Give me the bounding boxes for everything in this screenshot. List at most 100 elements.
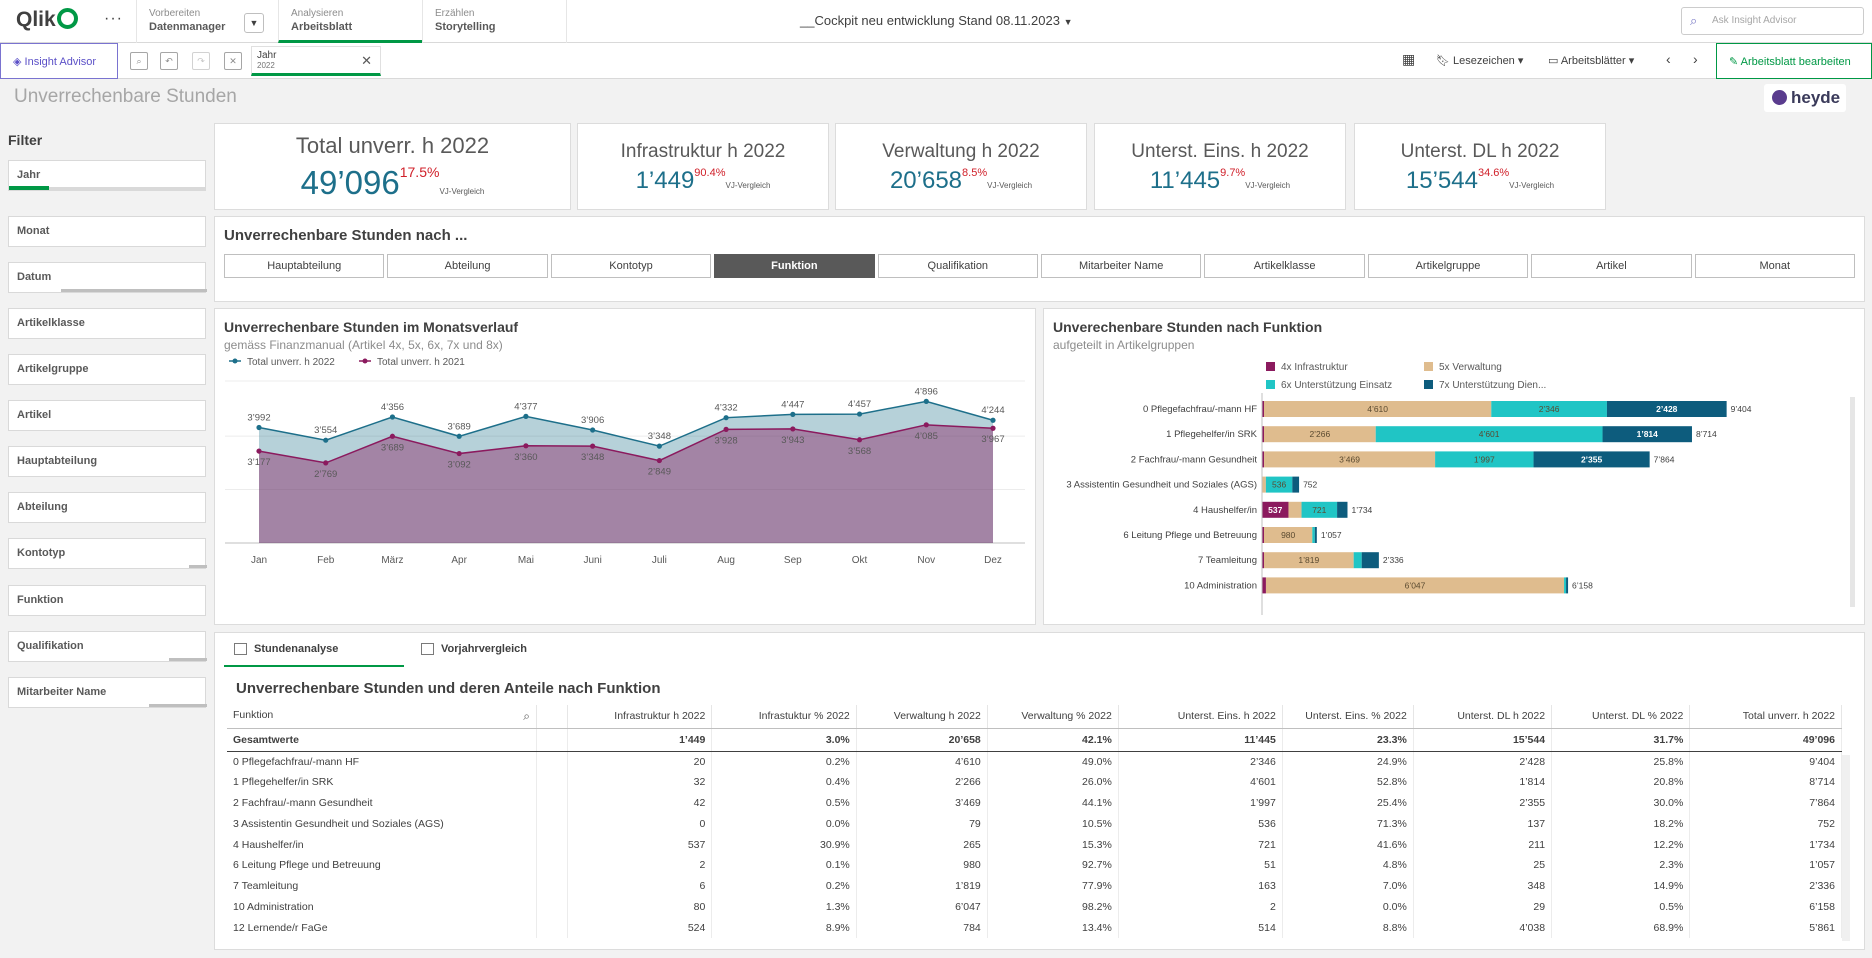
qlik-logo[interactable]: Qlik — [16, 8, 78, 32]
data-point[interactable] — [790, 411, 796, 417]
data-point[interactable] — [523, 413, 529, 419]
filter-artikel[interactable]: Artikel — [8, 400, 206, 431]
column-header[interactable]: Total unverr. h 2022 — [1689, 705, 1842, 729]
smart-search-icon[interactable]: ⌕ — [130, 52, 148, 70]
data-point[interactable] — [323, 437, 329, 443]
table-row[interactable]: 6 Leitung Pflege und Betreuung 2 0.1% 980 92… — [227, 854, 1842, 876]
column-header[interactable]: Verwaltung % 2022 — [987, 705, 1119, 729]
data-point[interactable] — [990, 425, 996, 431]
dimension-button-abteilung[interactable]: Abteilung — [387, 254, 548, 278]
data-point[interactable] — [723, 415, 729, 421]
chart-scrollbar[interactable] — [1850, 397, 1855, 607]
data-point[interactable] — [923, 422, 929, 428]
bar-segment[interactable] — [1264, 426, 1376, 443]
column-header[interactable] — [536, 705, 568, 729]
dimension-button-artikelgruppe[interactable]: Artikelgruppe — [1367, 254, 1529, 278]
data-point[interactable] — [389, 433, 396, 439]
monthly-area-chart[interactable]: 3’992 3’554 4’356 3’689 4’377 3’906 3’348 4’332… — [215, 353, 1035, 623]
legend-label[interactable]: 4x Infrastruktur — [1281, 362, 1348, 373]
filter-monat[interactable]: Monat — [8, 216, 206, 247]
close-icon[interactable]: ✕ — [361, 53, 372, 68]
filter-kontotyp[interactable]: Kontotyp — [8, 538, 207, 569]
bar-segment[interactable] — [1602, 426, 1692, 443]
bar-segment[interactable] — [1353, 552, 1362, 569]
data-point[interactable] — [256, 448, 262, 454]
app-title[interactable]: __Cockpit neu entwicklung Stand 08.11.20… — [800, 13, 1073, 28]
kpi-infrastruktur[interactable]: Infrastruktur h 2022 1’44990.4% VJ-Vergle… — [577, 123, 829, 210]
dimension-button-funktion[interactable]: Funktion — [714, 254, 875, 278]
bar-segment[interactable] — [1292, 476, 1300, 493]
data-point[interactable] — [856, 437, 863, 443]
funktion-stacked-bar-chart[interactable]: 4x Infrastruktur 5x Verwaltung 6x Unterstü… — [1044, 353, 1864, 623]
nav-analyze[interactable]: Analysieren Arbeitsblatt — [278, 0, 422, 43]
bar-segment[interactable] — [1262, 451, 1265, 468]
bar-segment[interactable] — [1314, 527, 1317, 543]
bar-segment[interactable] — [1375, 426, 1603, 443]
filter-mitarbeiter-name[interactable]: Mitarbeiter Name — [8, 677, 207, 708]
filter-abteilung[interactable]: Abteilung — [8, 492, 206, 523]
table-row[interactable]: 4 Haushelfer/in 537 30.9% 265 15.3% 721 41.6% 2… — [227, 834, 1842, 855]
data-point[interactable] — [456, 433, 462, 439]
dimension-button-artikel[interactable]: Artikel — [1531, 254, 1692, 278]
bar-segment[interactable] — [1262, 401, 1264, 417]
edit-sheet-button[interactable]: ✎ Arbeitsblatt bearbeiten — [1716, 43, 1872, 79]
bar-segment[interactable] — [1564, 577, 1567, 594]
bar-segment[interactable] — [1288, 501, 1302, 518]
more-menu-button[interactable]: ··· — [104, 10, 123, 27]
legend-label[interactable]: Total unverr. h 2021 — [377, 357, 465, 368]
table-row[interactable]: 10 Administration 80 1.3% 6’047 98.2% 2 0.0% 29… — [227, 896, 1842, 918]
bar-segment[interactable] — [1262, 552, 1264, 569]
grid-icon[interactable]: ▦ — [1402, 51, 1416, 67]
dimension-button-qualifikation[interactable]: Qualifikation — [877, 254, 1038, 278]
ask-insight-advisor-input[interactable]: ⌕ Ask Insight Advisor — [1681, 7, 1864, 35]
bar-segment[interactable] — [1301, 501, 1338, 518]
bar-segment[interactable] — [1491, 401, 1607, 417]
kpi-unterst-eins[interactable]: Unterst. Eins. h 2022 11’4459.7% VJ-Vergl… — [1094, 123, 1346, 210]
bar-segment[interactable] — [1265, 476, 1293, 493]
nav-prepare[interactable]: Vorbereiten Datenmanager ▼ — [136, 0, 278, 43]
dimension-button-artikelklasse[interactable]: Artikelklasse — [1204, 254, 1365, 278]
filter-funktion[interactable]: Funktion — [8, 585, 206, 616]
filter-hauptabteilung[interactable]: Hauptabteilung — [8, 446, 206, 477]
column-header[interactable]: Verwaltung h 2022 — [856, 705, 988, 729]
data-point[interactable] — [790, 426, 796, 432]
insight-advisor-button[interactable]: ◈ Insight Advisor — [0, 43, 118, 79]
data-point[interactable] — [856, 411, 863, 417]
column-header[interactable]: Unterst. DL % 2022 — [1551, 705, 1691, 729]
data-point[interactable] — [456, 450, 462, 457]
step-forward-icon[interactable]: ↷ — [192, 52, 210, 70]
dimension-button-monat[interactable]: Monat — [1694, 254, 1855, 278]
bar-segment[interactable] — [1264, 552, 1354, 569]
bar-segment[interactable] — [1312, 527, 1315, 543]
bar-segment[interactable] — [1361, 552, 1379, 569]
data-point[interactable] — [590, 443, 596, 449]
column-header[interactable]: Infrastuktur % 2022 — [711, 705, 857, 729]
column-header[interactable]: Unterst. Eins. % 2022 — [1282, 705, 1414, 729]
data-point[interactable] — [523, 443, 529, 449]
sheets-button[interactable]: ▭ Arbeitsblätter ▾ — [1548, 55, 1635, 67]
chevron-down-icon[interactable]: ▼ — [244, 13, 264, 33]
data-point[interactable] — [590, 427, 596, 433]
filter-qualifikation[interactable]: Qualifikation — [8, 631, 207, 662]
bar-segment[interactable] — [1262, 501, 1289, 518]
table-row[interactable]: 12 Lernende/r FaGe 524 8.9% 784 13.4% 514 8.8%… — [227, 917, 1842, 939]
data-point[interactable] — [723, 426, 729, 432]
column-header[interactable]: Funktion ⌕ — [227, 705, 537, 729]
filter-datum[interactable]: Datum — [8, 262, 207, 293]
next-sheet-icon[interactable]: › — [1693, 51, 1698, 67]
kpi-verwaltung[interactable]: Verwaltung h 2022 20’6588.5% VJ-Vergleich — [835, 123, 1087, 210]
bar-segment[interactable] — [1533, 451, 1650, 468]
filter-jahr[interactable]: Jahr — [8, 160, 206, 191]
legend-label[interactable]: 6x Unterstützung Einsatz — [1281, 380, 1392, 391]
bar-segment[interactable] — [1262, 426, 1264, 443]
step-back-icon[interactable]: ↶ — [160, 52, 178, 70]
table-row[interactable]: 3 Assistentin Gesundheit und Soziales (A… — [227, 813, 1842, 835]
bar-segment[interactable] — [1264, 401, 1492, 417]
table-row[interactable]: 7 Teamleitung 6 0.2% 1’819 77.9% 163 7.0% 348 14… — [227, 875, 1842, 897]
bar-segment[interactable] — [1337, 501, 1348, 518]
data-point[interactable] — [990, 417, 996, 423]
legend-label[interactable]: 5x Verwaltung — [1439, 362, 1502, 373]
clear-selections-icon[interactable]: ✕ — [224, 52, 242, 70]
table-scrollbar[interactable] — [1842, 755, 1850, 941]
data-point[interactable] — [389, 414, 396, 420]
